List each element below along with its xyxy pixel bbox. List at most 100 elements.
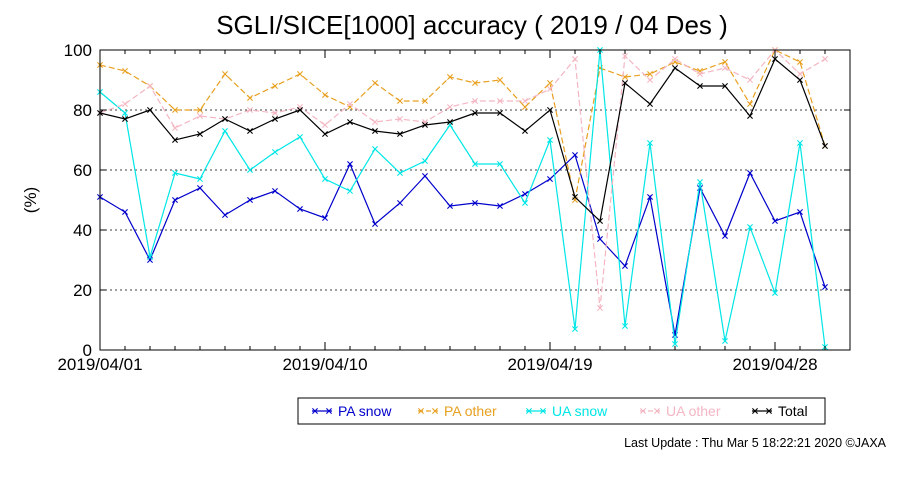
legend-label: PA snow xyxy=(338,403,392,419)
data-point-pa-other xyxy=(722,59,728,65)
data-point-ua-other xyxy=(397,116,403,122)
series-group xyxy=(97,47,828,350)
data-point-pa-other xyxy=(472,80,478,86)
data-point-pa-snow xyxy=(397,200,403,206)
data-point-ua-snow xyxy=(522,200,528,206)
data-point-total xyxy=(397,131,403,137)
grid-lines xyxy=(100,109,850,291)
data-point-pa-other xyxy=(747,101,753,107)
data-point-ua-snow xyxy=(247,167,253,173)
series-line-pa-snow xyxy=(99,153,826,336)
data-point-pa-snow xyxy=(472,200,478,206)
data-point-total xyxy=(622,80,628,86)
data-point-pa-snow xyxy=(522,191,528,197)
legend: PA snow PA other UA snow UA other Total xyxy=(297,397,826,425)
data-point-ua-snow xyxy=(397,170,403,176)
data-point-ua-snow xyxy=(772,290,778,296)
data-point-ua-other xyxy=(597,305,603,311)
data-point-pa-other xyxy=(272,83,278,89)
data-point-ua-snow xyxy=(272,149,278,155)
data-point-ua-other xyxy=(172,125,178,131)
x-tick-label: 2019/04/19 xyxy=(507,355,592,374)
data-point-ua-other xyxy=(647,77,653,83)
data-point-total xyxy=(822,143,828,149)
legend-box xyxy=(297,397,826,425)
data-point-ua-other xyxy=(472,98,478,104)
series-pa-other xyxy=(97,47,828,203)
axes: 0 20 40 60 80 100 2019/04/01 2019/04/10 2019/04/… xyxy=(57,41,850,374)
data-point-ua-other xyxy=(572,56,578,62)
data-point-pa-snow xyxy=(422,173,428,179)
data-point-pa-other xyxy=(197,107,203,113)
data-point-pa-other xyxy=(247,95,253,101)
data-point-ua-snow xyxy=(547,137,553,143)
data-point-ua-other xyxy=(122,101,128,107)
legend-label: UA other xyxy=(666,403,721,419)
data-point-pa-other xyxy=(397,98,403,104)
data-point-pa-snow xyxy=(297,206,303,212)
legend-item-pa-snow: PA snow xyxy=(312,403,392,419)
data-point-total xyxy=(772,56,778,62)
data-point-total xyxy=(247,128,253,134)
y-tick-label: 100 xyxy=(64,41,92,60)
data-point-ua-snow xyxy=(497,161,503,167)
data-point-ua-other xyxy=(797,71,803,77)
data-point-pa-snow xyxy=(272,188,278,194)
legend-item-ua-snow: UA snow xyxy=(526,403,608,419)
data-point-total xyxy=(547,107,553,113)
data-point-pa-snow xyxy=(447,203,453,209)
data-point-ua-other xyxy=(722,65,728,71)
y-tick-label: 0 xyxy=(83,341,92,360)
data-point-ua-snow xyxy=(572,326,578,332)
data-point-total xyxy=(797,77,803,83)
data-point-pa-snow xyxy=(572,152,578,158)
data-point-total xyxy=(422,122,428,128)
data-point-ua-snow xyxy=(622,323,628,329)
data-point-total xyxy=(272,116,278,122)
data-point-pa-snow xyxy=(347,161,353,167)
legend-item-total: Total xyxy=(752,403,808,419)
data-point-total xyxy=(572,194,578,200)
y-axis-label: (%) xyxy=(21,187,40,213)
data-point-total xyxy=(747,113,753,119)
data-point-pa-snow xyxy=(747,170,753,176)
data-point-pa-snow xyxy=(547,176,553,182)
data-point-ua-other xyxy=(147,83,153,89)
x-tick-label: 2019/04/28 xyxy=(732,355,817,374)
legend-marker xyxy=(640,408,646,414)
legend-marker xyxy=(312,408,318,414)
x-tick-label: 2019/04/01 xyxy=(57,355,142,374)
data-point-pa-other xyxy=(422,98,428,104)
data-point-pa-other xyxy=(547,80,553,86)
plot-frame xyxy=(99,49,851,351)
data-point-ua-other xyxy=(372,119,378,125)
data-point-pa-snow xyxy=(222,212,228,218)
legend-marker xyxy=(654,408,660,414)
series-ua-snow xyxy=(97,47,828,350)
data-point-pa-other xyxy=(122,68,128,74)
data-point-total xyxy=(447,119,453,125)
data-point-pa-other xyxy=(447,74,453,80)
data-point-ua-snow xyxy=(172,170,178,176)
series-line-total xyxy=(99,58,826,223)
data-point-pa-other xyxy=(372,80,378,86)
legend-marker xyxy=(326,408,332,414)
y-tick-label: 20 xyxy=(73,281,92,300)
data-point-total xyxy=(297,107,303,113)
legend-marker xyxy=(540,408,546,414)
y-tick-label: 80 xyxy=(73,101,92,120)
data-point-pa-snow xyxy=(797,209,803,215)
data-point-pa-other xyxy=(222,71,228,77)
data-point-pa-other xyxy=(797,59,803,65)
data-point-total xyxy=(672,65,678,71)
chart-title: SGLI/SICE[1000] accuracy ( 2019 / 04 Des… xyxy=(216,10,728,40)
legend-item-pa-other: PA other xyxy=(418,403,497,419)
legend-marker xyxy=(418,408,424,414)
data-point-ua-other xyxy=(272,110,278,116)
data-point-ua-snow xyxy=(747,224,753,230)
data-point-total xyxy=(597,218,603,224)
data-point-pa-other xyxy=(647,71,653,77)
data-point-pa-snow xyxy=(322,215,328,221)
data-point-total xyxy=(372,128,378,134)
